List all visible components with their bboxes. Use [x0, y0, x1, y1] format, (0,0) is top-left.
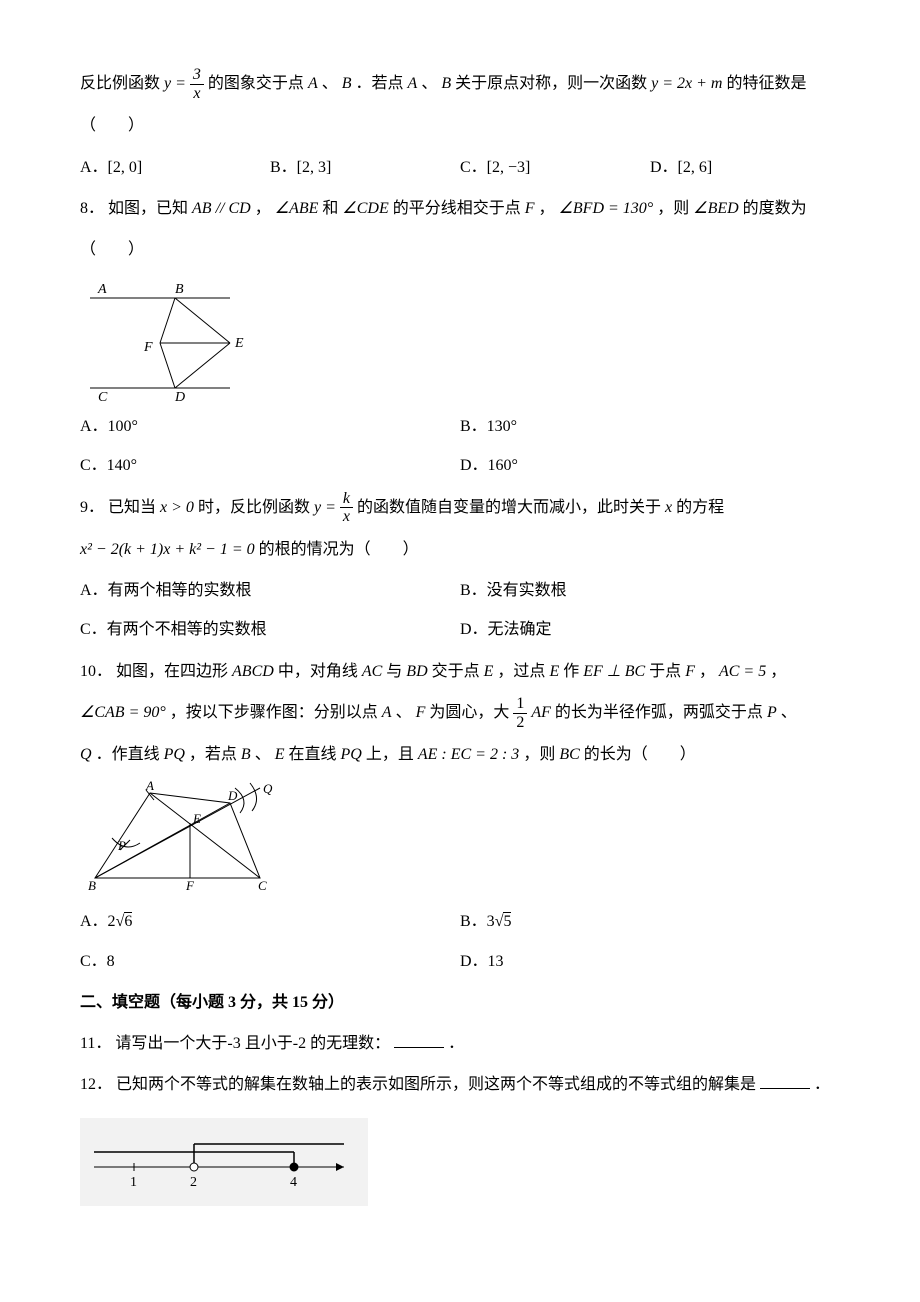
svg-text:C: C — [258, 878, 267, 893]
q8-label-c: C — [98, 390, 108, 403]
q7-eq1: y = 3x — [164, 75, 208, 92]
q8-paren: （ ） — [80, 232, 840, 267]
q10-stem1: 10． 如图，在四边形 ABCD 中，对角线 AC 与 BD 交于点 E ，过点… — [80, 654, 840, 689]
q8-label-a: A — [97, 282, 107, 297]
section2-head: 二、填空题（每小题 3 分，共 15 分） — [80, 985, 840, 1020]
q8-label-f: F — [143, 340, 153, 355]
q8-opt-a: A．100° — [80, 409, 460, 444]
q9-opt-d: D．无法确定 — [460, 612, 840, 647]
svg-text:D: D — [227, 788, 238, 803]
svg-text:A: A — [145, 778, 154, 793]
q9-stem2: x² − 2(k + 1)x + k² − 1 = 0 的根的情况为（ ） — [80, 532, 840, 567]
q10-stem3: Q ．作直线 PQ ，若点 B 、 E 在直线 PQ 上，且 AE : EC =… — [80, 737, 840, 772]
q8-opt-d: D．160° — [460, 448, 840, 483]
svg-text:P: P — [117, 838, 126, 853]
q9-opt-a: A．有两个相等的实数根 — [80, 573, 460, 608]
q7-eq2: y = 2x + m — [651, 75, 722, 92]
svg-text:B: B — [88, 878, 96, 893]
q9-opts-row1: A．有两个相等的实数根 B．没有实数根 — [80, 573, 840, 608]
svg-text:4: 4 — [290, 1175, 297, 1190]
q10-opt-a: A．2√6 — [80, 904, 460, 939]
q9-opt-c: C．有两个不相等的实数根 — [80, 612, 460, 647]
q12-blank — [760, 1072, 810, 1089]
q7-opt-c: C．[2, −3] — [460, 150, 650, 185]
q11-blank — [394, 1031, 444, 1048]
svg-text:2: 2 — [190, 1175, 197, 1190]
q8-stem: 8． 如图，已知 AB // CD ， ∠ABE 和 ∠CDE 的平分线相交于点… — [80, 191, 840, 226]
q10-opt-b: B．3√5 — [460, 904, 840, 939]
q9-eq2: x² − 2(k + 1)x + k² − 1 = 0 — [80, 541, 255, 558]
q10-opts-row2: C．8 D．13 — [80, 944, 840, 979]
q7-opt-b: B．[2, 3] — [270, 150, 460, 185]
q9-eq1: y = kx — [314, 499, 357, 516]
q10-opts-row1: A．2√6 B．3√5 — [80, 904, 840, 939]
q12-stem: 12． 已知两个不等式的解集在数轴上的表示如图所示，则这两个不等式组成的不等式组… — [80, 1067, 840, 1102]
q8-opts-row2: C．140° D．160° — [80, 448, 840, 483]
q9-opts-row2: C．有两个不相等的实数根 D．无法确定 — [80, 612, 840, 647]
q9-opt-b: B．没有实数根 — [460, 573, 840, 608]
q11-stem: 11． 请写出一个大于-3 且小于-2 的无理数： ． — [80, 1026, 840, 1061]
q8-label-e: E — [234, 336, 244, 351]
q10-figure: A B C D E F P Q — [80, 778, 280, 898]
q7-opt-a: A．[2, 0] — [80, 150, 270, 185]
q7-options: A．[2, 0] B．[2, 3] C．[2, −3] D．[2, 6] — [80, 150, 840, 185]
q8-opt-b: B．130° — [460, 409, 840, 444]
q7-text: 反比例函数 — [80, 75, 164, 92]
q10-opt-c: C．8 — [80, 944, 460, 979]
q7-stem: 反比例函数 y = 3x 的图象交于点 A 、 B ．若点 A 、 B 关于原点… — [80, 66, 840, 102]
q8-label-d: D — [174, 390, 185, 403]
q10-stem2: ∠CAB = 90° ，按以下步骤作图：分别以点 A 、 F 为圆心，大 12 … — [80, 695, 840, 731]
q8-figure: A B C D E F — [80, 273, 250, 403]
q8-opt-c: C．140° — [80, 448, 460, 483]
svg-text:E: E — [192, 811, 201, 826]
svg-text:Q: Q — [263, 781, 273, 796]
q8-label-b: B — [175, 282, 184, 297]
q9-stem1: 9． 已知当 x > 0 时，反比例函数 y = kx 的函数值随自变量的增大而… — [80, 490, 840, 526]
q10-opt-d: D．13 — [460, 944, 840, 979]
q7-paren: （ ） — [80, 108, 840, 143]
q12-numberline: 1 2 4 — [80, 1118, 368, 1206]
svg-text:F: F — [185, 878, 195, 893]
svg-text:1: 1 — [130, 1175, 137, 1190]
q7-opt-d: D．[2, 6] — [650, 150, 840, 185]
q8-opts-row1: A．100° B．130° — [80, 409, 840, 444]
